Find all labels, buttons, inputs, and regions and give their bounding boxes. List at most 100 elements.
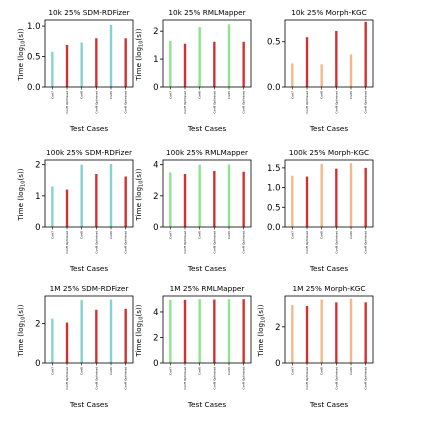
bar: [95, 38, 98, 87]
bar: [124, 176, 127, 227]
bar: [305, 176, 309, 227]
x-tick-label: Conf7: [290, 367, 294, 375]
x-tick-label: Conf7 Optimised: [183, 367, 187, 390]
x-axis-label: Test Cases: [187, 124, 227, 133]
x-tick-label: Conf7 Optimised: [65, 231, 69, 254]
bar: [198, 299, 201, 363]
x-tick-label: Conf9 Optimised: [364, 91, 368, 114]
x-tick-label: Conf7: [290, 231, 294, 239]
x-tick-label: Conf7: [50, 91, 54, 99]
y-tick-label: 1: [35, 192, 40, 202]
x-tick-label: Conf7: [168, 91, 172, 99]
bar: [213, 299, 216, 363]
bar: [124, 308, 127, 363]
y-axis-label: Time (log10(s)): [16, 304, 27, 357]
bar: [320, 64, 323, 87]
bar: [349, 54, 353, 87]
bar: [213, 170, 216, 227]
bar: [320, 163, 323, 227]
x-tick-label: Conf8 Optimised: [94, 231, 98, 254]
x-axis-label: Test Cases: [309, 400, 349, 409]
y-tick-label: 0.0: [267, 83, 281, 93]
x-tick-label: Conf8: [198, 91, 202, 99]
y-tick-label: 1: [153, 55, 158, 65]
x-axis-label: Test Cases: [69, 264, 109, 273]
chart-title: 1M 25% RMLMapper: [170, 284, 245, 293]
y-tick-label: 2: [35, 320, 40, 330]
x-tick-label: Conf8 Optimised: [212, 231, 216, 254]
y-tick-label: 0: [153, 359, 158, 369]
bar: [305, 305, 309, 363]
x-tick-label: Conf9 Optimised: [124, 231, 128, 254]
bar: [227, 164, 231, 227]
y-tick-label: 4: [153, 161, 158, 171]
y-tick-label: 1.0: [27, 22, 41, 32]
bar: [169, 172, 172, 227]
x-tick-label: Conf7: [168, 367, 172, 375]
bar: [65, 322, 69, 363]
x-tick-label: Conf8: [320, 367, 324, 375]
x-tick-label: Conf9: [227, 91, 231, 99]
x-tick-label: Conf8: [198, 231, 202, 239]
plot-frame: [44, 295, 134, 364]
bar: [65, 189, 69, 227]
y-tick-label: 0.5: [27, 53, 41, 63]
x-axis-label: Test Cases: [309, 264, 349, 273]
subplot: 100k 25% RMLMapper 0 2 4 Conf7 Conf7 Optimise…: [134, 148, 252, 273]
chart-title: 100k 25% RMLMapper: [166, 148, 248, 157]
y-axis-label: Time (log10(s)): [134, 168, 145, 221]
x-tick-label: Conf8 Optimised: [212, 91, 216, 114]
y-tick-label: 2: [153, 192, 158, 202]
bar: [335, 30, 338, 87]
x-tick-label: Conf9: [227, 367, 231, 375]
bar: [183, 174, 187, 227]
y-tick-label: 2: [275, 323, 280, 333]
x-tick-label: Conf7 Optimised: [65, 367, 69, 390]
y-tick-label: 0: [275, 359, 280, 369]
x-tick-label: Conf8 Optimised: [94, 367, 98, 390]
bar: [124, 38, 127, 87]
y-tick-label: 1.5: [267, 164, 281, 174]
bar: [335, 168, 338, 227]
bar: [242, 171, 245, 227]
bar: [305, 37, 309, 87]
subplot: 10k 25% SDM-RDFizer 0.0 0.5 1.0 Conf7 Conf7 O…: [16, 8, 134, 133]
bar: [227, 24, 231, 87]
x-tick-label: Conf7: [290, 91, 294, 99]
chart-title: 10k 25% RMLMapper: [168, 8, 245, 17]
x-tick-label: Conf8: [320, 231, 324, 239]
chart-title: 100k 25% SDM-RDFizer: [46, 148, 132, 157]
x-tick-label: Conf9 Optimised: [242, 231, 246, 254]
subplot: 1M 25% RMLMapper 0 2 4 Conf7 Conf7 Optimised C…: [134, 284, 252, 409]
bar: [335, 302, 338, 363]
y-tick-label: 4: [153, 308, 158, 318]
x-tick-label: Conf9: [109, 367, 113, 375]
y-tick-label: 0.0: [27, 83, 41, 93]
plot-frame: [162, 159, 252, 228]
bar: [349, 298, 353, 363]
plot-frame: [284, 159, 374, 228]
x-tick-label: Conf8 Optimised: [334, 231, 338, 254]
y-tick-label: 1.0: [267, 184, 281, 194]
y-tick-label: 0: [153, 223, 158, 233]
x-axis-label: Test Cases: [187, 400, 227, 409]
bar: [364, 21, 367, 88]
bar: [320, 299, 323, 363]
x-tick-label: Conf8 Optimised: [334, 91, 338, 114]
chart-title: 1M 25% SDM-RDFizer: [50, 284, 129, 293]
plot-frame: [284, 295, 374, 364]
x-tick-label: Conf7 Optimised: [183, 91, 187, 114]
x-axis-label: Test Cases: [69, 400, 109, 409]
bar: [51, 186, 54, 227]
bar: [109, 299, 113, 363]
x-tick-label: Conf8 Optimised: [334, 367, 338, 390]
plot-frame: [284, 19, 374, 88]
bar: [169, 40, 172, 87]
chart-title: 100k 25% Morph-KGC: [289, 148, 369, 157]
y-axis-label: Time (log10(s)): [134, 28, 145, 81]
x-tick-label: Conf8: [198, 367, 202, 375]
bar: [80, 42, 83, 87]
x-tick-label: Conf7: [50, 231, 54, 239]
bar: [183, 43, 187, 87]
